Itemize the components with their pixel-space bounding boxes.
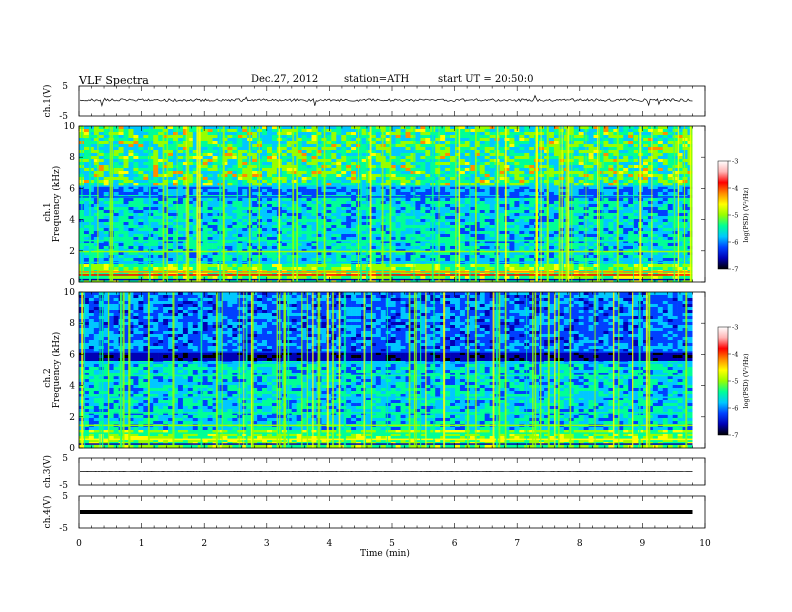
xtick-label: 8	[577, 539, 583, 549]
xtick-label: 0	[76, 539, 82, 549]
ch1s-ytick-label: 0	[69, 278, 75, 288]
ch2s-colorbar-tick: -6	[732, 405, 738, 413]
ch2s-ytick-label: 6	[69, 350, 75, 360]
xtick-label: 10	[699, 539, 711, 549]
ch1s-ytick-label: 4	[69, 216, 75, 226]
ch1s-ytick-label: 8	[69, 153, 75, 163]
date-label: Dec.27, 2012	[251, 74, 319, 85]
ch1s-ytick-label: 6	[69, 184, 75, 194]
xtick-label: 2	[201, 539, 207, 549]
ch2s-ytick-label: 2	[69, 413, 75, 423]
ch2s-ytick-label: 4	[69, 382, 75, 392]
ch3v-ylabel: ch.3(V)	[42, 455, 53, 488]
ch4v-x-ticks	[78, 496, 706, 528]
xtick-label: 6	[452, 539, 458, 549]
ch1s-colorbar-tick: -5	[732, 212, 738, 220]
ch1s-colorbar-label: log(PSD) (V²/Hz)	[742, 187, 750, 242]
chart-title: VLF Spectra	[79, 74, 149, 87]
ch4v-ytick-label: -5	[59, 524, 68, 534]
start-time-label: start UT = 20:50:0	[438, 74, 534, 85]
ch1s-ytick-label: 10	[64, 122, 76, 132]
ch1v-ytick-label: 5	[62, 82, 68, 92]
ch2s-spectrogram	[79, 292, 705, 449]
ch1s-ylabel: Frequency (kHz)	[51, 166, 62, 243]
ch1s-colorbar-tick: -3	[732, 158, 738, 166]
ch1s-colorbar-tick: -4	[732, 185, 738, 193]
ch4v-ylabel: ch.4(V)	[42, 496, 53, 529]
ch1v-trace	[79, 94, 693, 108]
ch3v-ytick-label: -5	[59, 481, 68, 491]
ch2s-x-ticks	[78, 292, 706, 448]
ch2s-ytick-label: 10	[64, 288, 76, 298]
ch2s-colorbar	[717, 326, 729, 436]
ch2s-ytick-label: 8	[69, 319, 75, 329]
ch3v-x-ticks	[78, 458, 706, 485]
xtick-label: 7	[514, 539, 520, 549]
ch2s-colorbar-label: log(PSD) (V²/Hz)	[742, 353, 750, 408]
ch1v-x-ticks	[78, 86, 706, 116]
ch4v-trace	[80, 510, 693, 514]
x-axis-label: Time (min)	[360, 549, 410, 559]
ch1v-ytick-label: -5	[59, 112, 68, 122]
xtick-label: 5	[389, 539, 395, 549]
ch2s-colorbar-tick: -3	[732, 324, 738, 332]
ch1s-colorbar-tick: -7	[732, 266, 738, 274]
xtick-label: 4	[327, 539, 333, 549]
ch4v-ytick-label: 5	[62, 492, 68, 502]
ch1s-spectrogram	[79, 126, 705, 283]
ch1s-ytick-label: 2	[69, 247, 75, 257]
ch2s-colorbar-tick: -5	[732, 378, 738, 386]
ch3v-ytick-label: 5	[62, 454, 68, 464]
ch1v-ylabel: ch.1(V)	[42, 85, 53, 118]
ch1s-colorbar-tick: -6	[732, 239, 738, 247]
station-label: station=ATH	[344, 74, 410, 85]
ch2s-colorbar-tick: -4	[732, 351, 738, 359]
ch1s-channel-label: ch.1	[43, 202, 53, 221]
ch1s-colorbar	[717, 160, 729, 270]
xtick-label: 9	[640, 539, 646, 549]
ch2s-ytick-label: 0	[69, 444, 75, 454]
xtick-label: 3	[264, 539, 270, 549]
xtick-label: 1	[139, 539, 145, 549]
ch1s-x-ticks	[78, 126, 706, 282]
ch2s-colorbar-tick: -7	[732, 432, 738, 440]
ch2s-ylabel: Frequency (kHz)	[51, 332, 62, 409]
ch2s-channel-label: ch.2	[43, 368, 53, 387]
